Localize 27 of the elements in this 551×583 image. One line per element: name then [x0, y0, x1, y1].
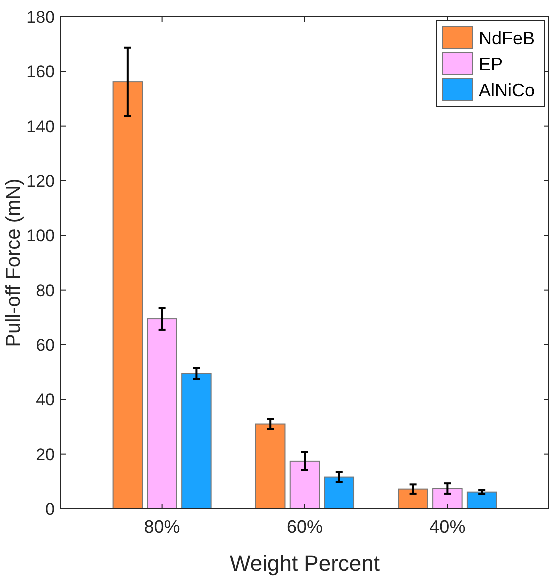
y-tick-label: 20: [36, 445, 55, 464]
y-tick-label: 140: [26, 117, 55, 136]
bar: [255, 424, 286, 510]
bar: [290, 460, 320, 510]
y-tick-label: 80: [36, 281, 55, 300]
y-tick-label: 0: [46, 500, 55, 519]
bar: [182, 373, 212, 510]
x-tick-label: 60%: [286, 517, 324, 537]
x-tick-label: 40%: [430, 517, 466, 537]
y-tick-label: 100: [26, 226, 55, 246]
y-tick-label: 120: [26, 172, 55, 191]
x-axis-title: Weight Percent: [230, 551, 380, 576]
legend-label: EP: [479, 54, 504, 74]
bar: [112, 82, 144, 510]
legend-label: NdFeB: [479, 28, 536, 48]
legend-label: AlNiCo: [479, 80, 536, 100]
y-tick-label: 160: [26, 62, 55, 82]
bar: [147, 318, 178, 510]
bar: [398, 488, 428, 510]
bar: [432, 488, 463, 510]
y-axis-title: Pull-off Force (mN): [3, 178, 25, 348]
bar: [324, 476, 355, 510]
y-tick-label: 40: [36, 390, 55, 410]
y-tick-label: 60: [36, 336, 55, 355]
bar: [466, 492, 498, 510]
x-tick-label: 80%: [144, 517, 180, 537]
y-tick-label: 180: [26, 8, 55, 27]
